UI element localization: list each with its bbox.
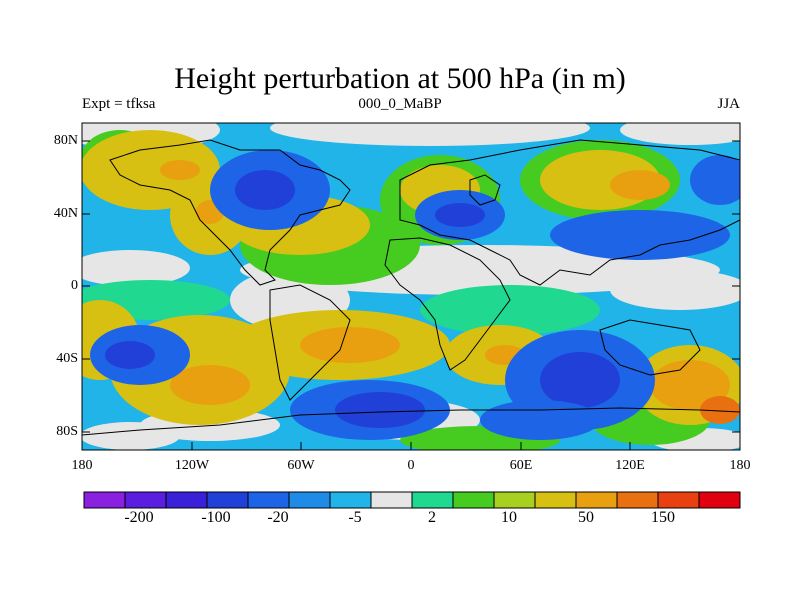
lat-label-40s: 40S xyxy=(56,351,78,366)
lon-label-0: 0 xyxy=(407,458,415,473)
lon-label-60w: 60W xyxy=(287,458,315,473)
colorbar-swatch xyxy=(124,491,167,509)
colorbar-swatch xyxy=(165,491,208,509)
coastlines xyxy=(82,139,740,436)
colorbar-swatch xyxy=(452,491,495,509)
lat-label-0: 0 xyxy=(71,278,78,293)
colorbar-swatch xyxy=(575,491,618,509)
axis-ticks xyxy=(81,140,741,450)
colorbar xyxy=(83,491,741,509)
colorbar-label: -200 xyxy=(124,509,154,526)
colorbar-swatch xyxy=(329,491,372,509)
colorbar-swatch xyxy=(411,491,454,509)
colorbar-label: -20 xyxy=(267,509,289,526)
colorbar-swatch xyxy=(657,491,700,509)
lat-label-80s: 80S xyxy=(56,424,78,439)
colorbar-swatch xyxy=(247,491,290,509)
lat-label-40n: 40N xyxy=(53,206,78,221)
season-label: JJA xyxy=(717,96,740,112)
colorbar-swatch xyxy=(370,491,413,509)
colorbar-label: 150 xyxy=(651,509,675,526)
colorbar-label: -5 xyxy=(348,509,362,526)
colorbar-label: 10 xyxy=(501,509,517,526)
colorbar-swatch xyxy=(698,491,741,509)
experiment-label: Expt = tfksa xyxy=(82,96,156,112)
colorbar-swatch xyxy=(288,491,331,509)
contour-field xyxy=(82,123,740,450)
colorbar-swatch xyxy=(534,491,577,509)
colorbar-swatch xyxy=(616,491,659,509)
period-label: 000_0_MaBP xyxy=(358,96,442,112)
page-title: Height perturbation at 500 hPa (in m) xyxy=(174,62,626,95)
colorbar-swatch xyxy=(206,491,249,509)
colorbar-swatch xyxy=(493,491,536,509)
colorbar-swatch xyxy=(83,491,126,509)
lon-label-120e: 120E xyxy=(615,458,645,473)
lon-label-180e: 180 xyxy=(729,458,751,473)
colorbar-label: 2 xyxy=(428,509,436,526)
lon-label-60e: 60E xyxy=(509,458,533,473)
lon-label-180w: 180 xyxy=(71,458,93,473)
lon-label-120w: 120W xyxy=(174,458,210,473)
colorbar-label: -100 xyxy=(201,509,231,526)
colorbar-label: 50 xyxy=(578,509,594,526)
lat-label-80n: 80N xyxy=(53,133,78,148)
